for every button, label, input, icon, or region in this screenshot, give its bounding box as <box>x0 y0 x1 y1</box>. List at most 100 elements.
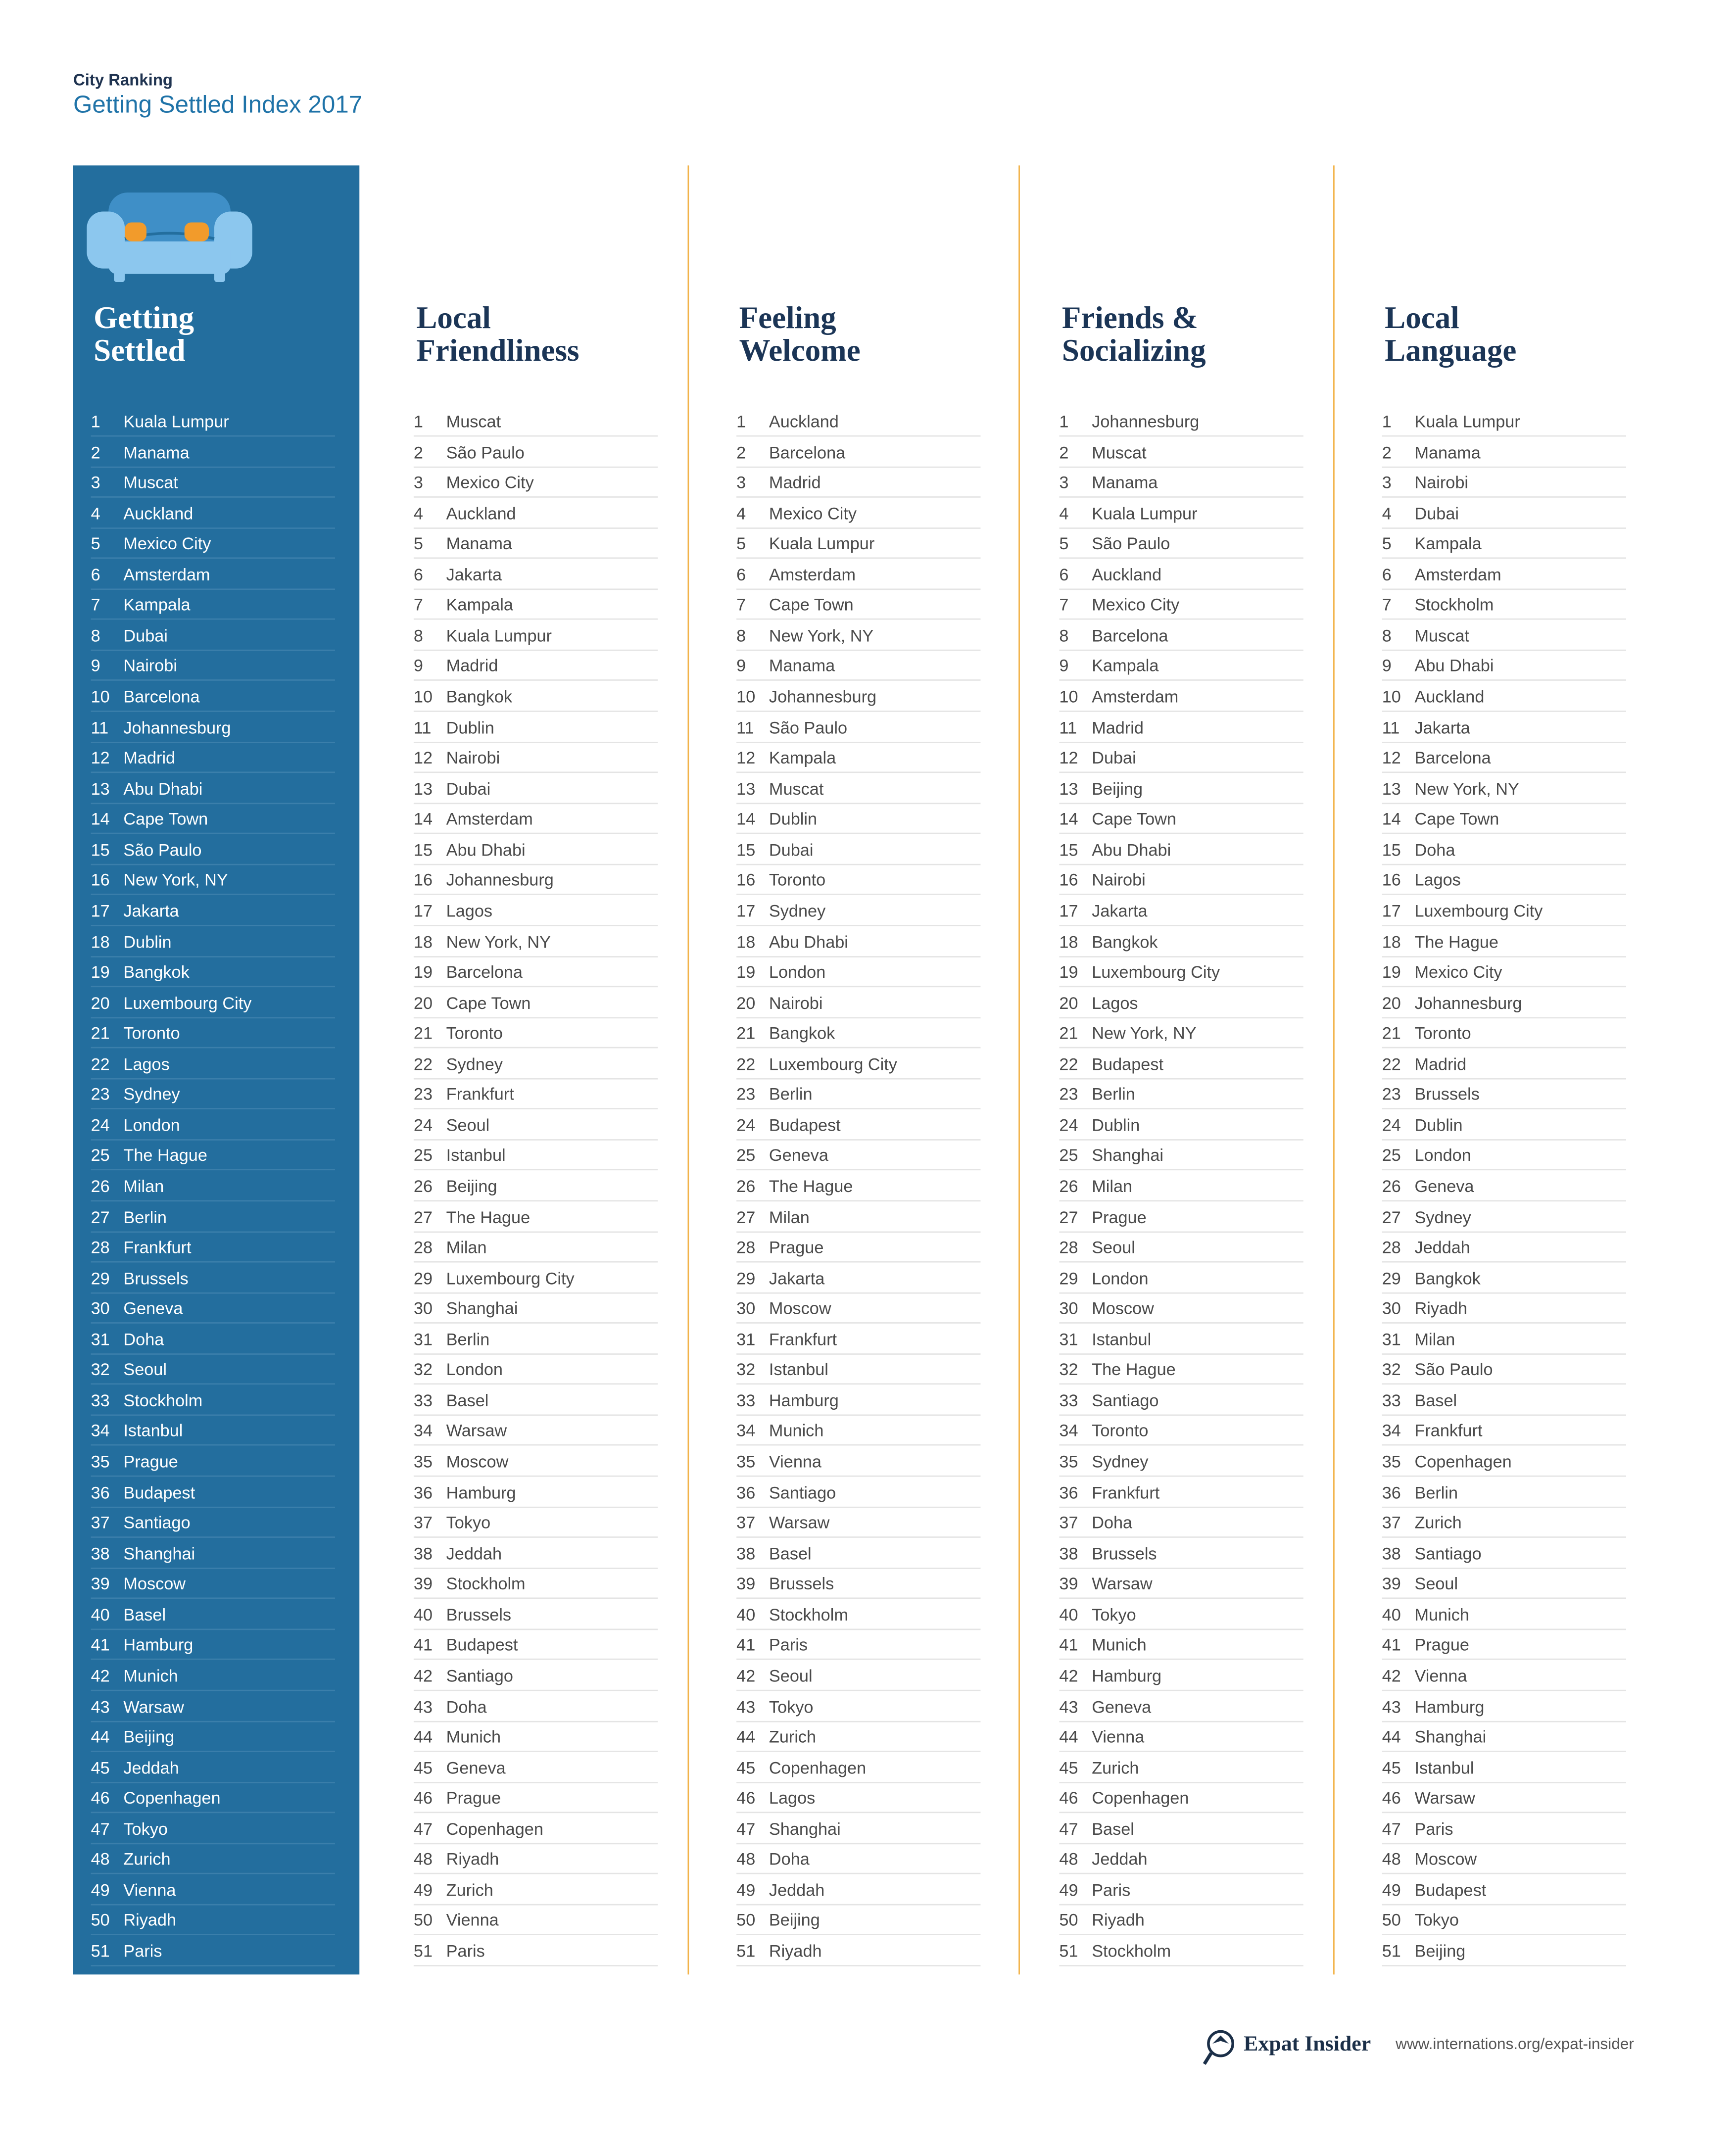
city: Barcelona <box>1414 749 1491 768</box>
row-rule <box>91 1414 335 1416</box>
row-rule <box>736 1231 981 1232</box>
rank: 31 <box>1059 1330 1078 1349</box>
row-rule <box>1059 1016 1303 1018</box>
row-rule <box>1059 711 1303 712</box>
city: Dublin <box>1414 1116 1463 1135</box>
row-rule <box>1059 741 1303 743</box>
city: Doha <box>769 1850 810 1869</box>
city: Doha <box>123 1330 164 1349</box>
rank: 46 <box>1059 1789 1078 1808</box>
city: Amsterdam <box>1092 687 1179 707</box>
city: Zurich <box>769 1727 817 1747</box>
rank: 16 <box>736 871 756 890</box>
city: Tokyo <box>1092 1605 1136 1624</box>
row-rule <box>91 1108 335 1110</box>
row-rule <box>1382 466 1627 468</box>
city: Dubai <box>1092 749 1136 768</box>
city: Toronto <box>1092 1422 1149 1441</box>
rank: 49 <box>1382 1880 1401 1900</box>
city: London <box>769 963 826 982</box>
row-rule <box>1059 833 1303 835</box>
city: Abu Dhabi <box>1414 657 1494 676</box>
rank: 3 <box>1059 473 1069 493</box>
row-rule <box>91 711 335 712</box>
rank: 8 <box>1059 626 1069 646</box>
city: Prague <box>123 1452 178 1472</box>
row-rule <box>1059 1598 1303 1599</box>
row-rule <box>736 435 981 437</box>
city: Kuala Lumpur <box>769 534 875 554</box>
row-rule <box>736 649 981 651</box>
rank: 30 <box>1382 1299 1401 1319</box>
city: Luxembourg City <box>123 993 252 1013</box>
row-rule <box>413 924 658 926</box>
rank: 1 <box>413 412 423 431</box>
city: Jakarta <box>1092 902 1148 921</box>
rank: 34 <box>413 1422 433 1441</box>
row-rule <box>736 558 981 559</box>
city: Amsterdam <box>769 565 856 584</box>
row-rule <box>1059 1628 1303 1630</box>
rank: 20 <box>1059 993 1078 1013</box>
city: Johannesburg <box>123 718 231 737</box>
rank: 11 <box>1382 718 1400 737</box>
divider <box>1018 165 1020 1975</box>
row-rule <box>736 1475 981 1477</box>
rank: 40 <box>736 1605 756 1624</box>
row-rule <box>413 1536 658 1538</box>
city: Toronto <box>123 1024 180 1044</box>
city: Sydney <box>123 1085 180 1104</box>
city: Shanghai <box>123 1544 195 1564</box>
rank: 12 <box>736 749 756 768</box>
row-rule <box>736 1291 981 1293</box>
rank: 42 <box>1059 1667 1078 1686</box>
row-rule <box>413 1291 658 1293</box>
row-rule <box>413 863 658 865</box>
city: Shanghai <box>1092 1146 1163 1166</box>
rank: 35 <box>413 1452 433 1472</box>
rank: 8 <box>736 626 746 646</box>
sofa-icon <box>87 192 252 283</box>
rank: 50 <box>413 1911 433 1931</box>
row-rule <box>413 496 658 498</box>
rank: 29 <box>736 1269 756 1288</box>
row-rule <box>91 1353 335 1355</box>
row-rule <box>1382 1200 1627 1202</box>
rank: 8 <box>413 626 423 646</box>
rank: 32 <box>1059 1360 1078 1380</box>
city: Dubai <box>123 626 168 646</box>
row-rule <box>91 863 335 865</box>
row-rule <box>736 1720 981 1722</box>
row-rule <box>1059 1322 1303 1324</box>
rank: 15 <box>91 840 110 860</box>
city: London <box>1414 1146 1471 1166</box>
city: Cape Town <box>123 810 208 829</box>
city: Berlin <box>123 1207 167 1227</box>
rank: 49 <box>1059 1880 1078 1900</box>
rank: 7 <box>413 596 423 615</box>
row-rule <box>1059 1965 1303 1966</box>
city: Mexico City <box>1092 596 1180 615</box>
city: Frankfurt <box>769 1330 837 1349</box>
city: Hamburg <box>1414 1697 1485 1717</box>
row-rule <box>413 1139 658 1141</box>
row-rule <box>413 1689 658 1691</box>
city: Berlin <box>446 1330 490 1349</box>
row-rule <box>91 1445 335 1446</box>
divider <box>687 165 689 1975</box>
row-rule <box>91 466 335 468</box>
rank: 17 <box>91 902 110 921</box>
city: Jakarta <box>123 902 179 921</box>
rank: 48 <box>1382 1850 1401 1869</box>
rank: 9 <box>1059 657 1069 676</box>
city: Lagos <box>1414 871 1461 890</box>
row-rule <box>91 1812 335 1814</box>
city: Istanbul <box>769 1360 828 1380</box>
rank: 25 <box>413 1146 433 1166</box>
row-rule <box>1059 619 1303 621</box>
row-rule <box>413 619 658 621</box>
city: Vienna <box>1092 1727 1145 1747</box>
row-rule <box>1382 1016 1627 1018</box>
row-rule <box>413 1016 658 1018</box>
